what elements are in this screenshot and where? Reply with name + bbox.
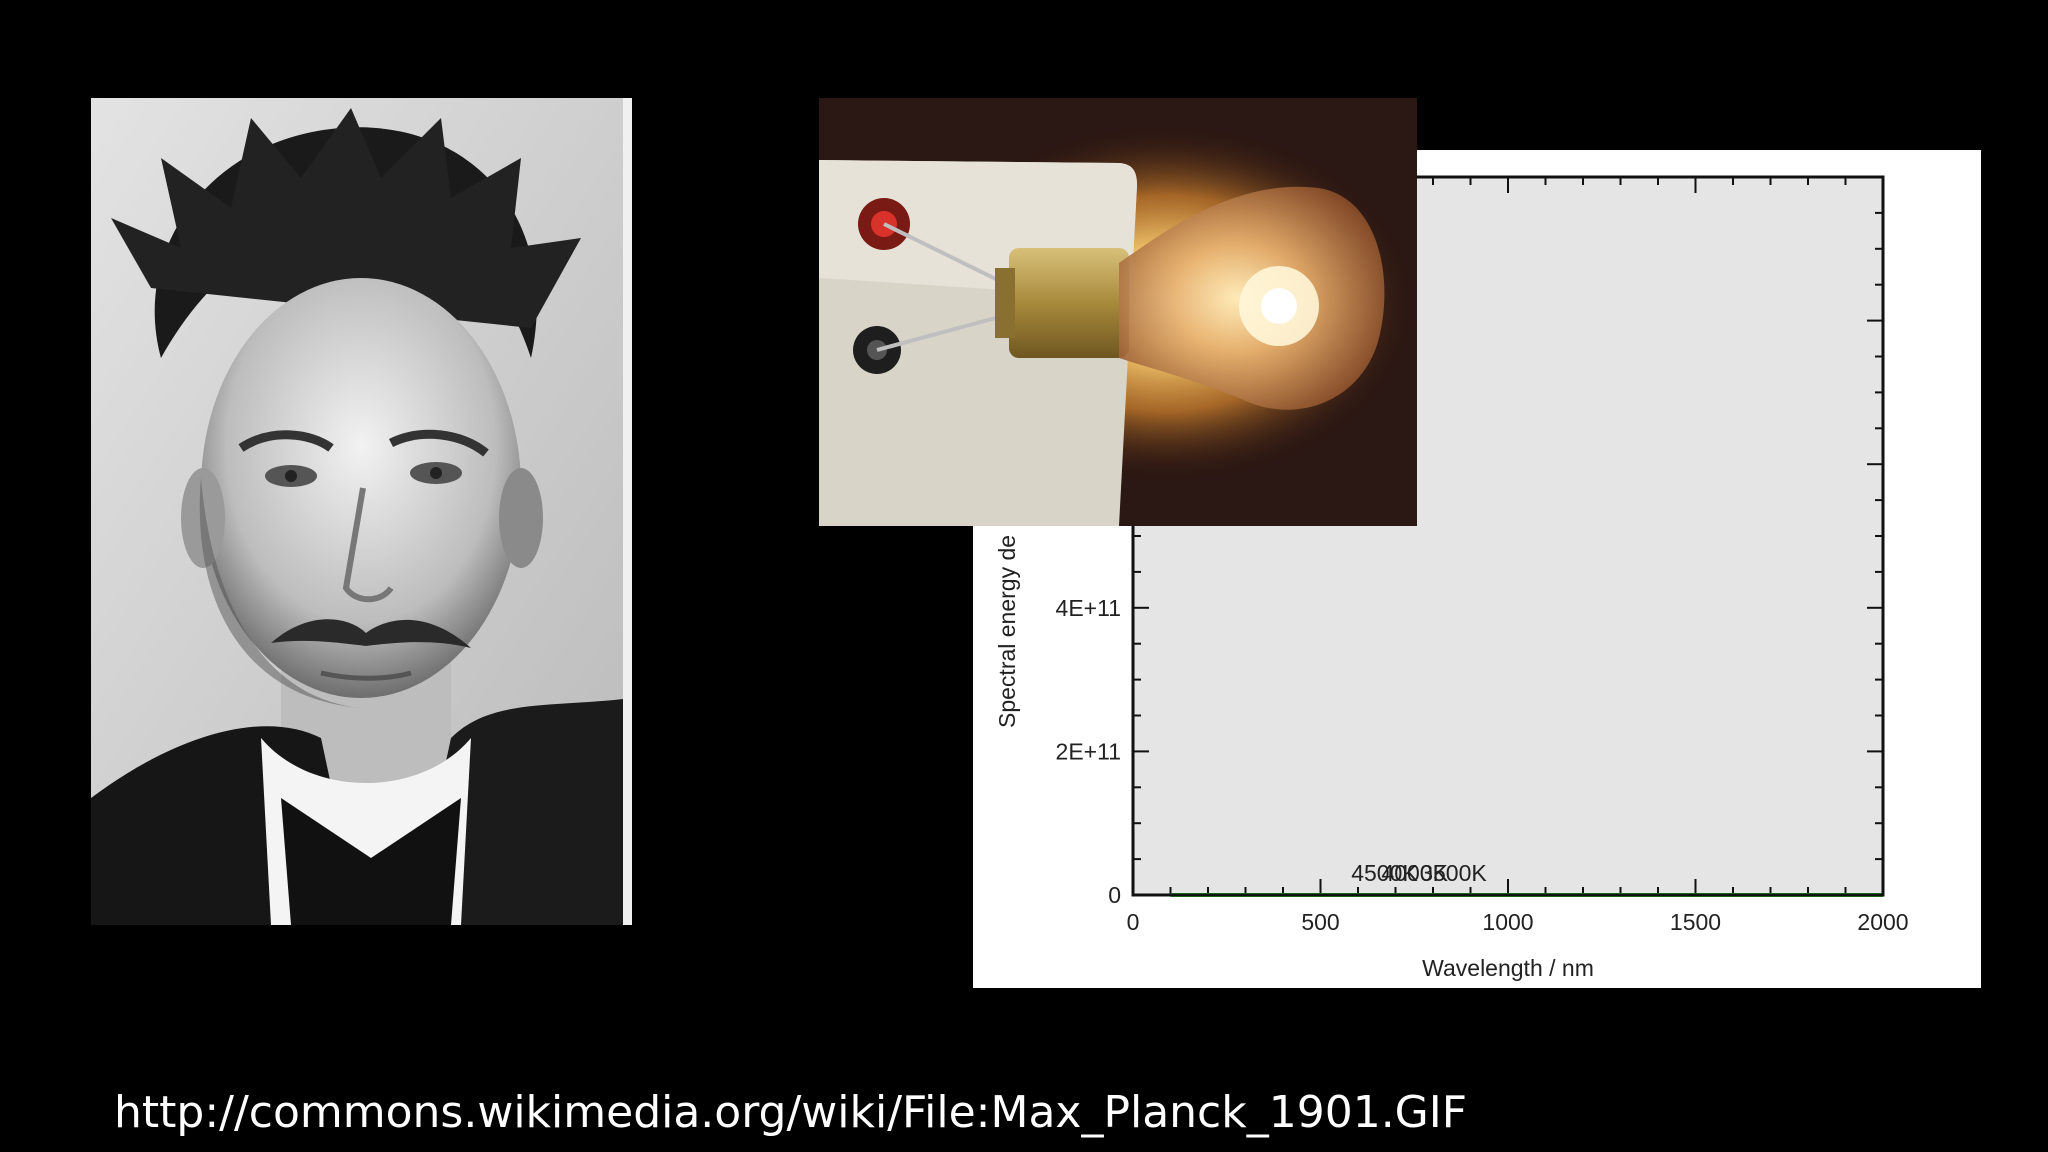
series-label-4500k: 4500K xyxy=(1351,860,1418,886)
x-tick-label: 2000 xyxy=(1857,909,1908,935)
y-tick-label: 4E+11 xyxy=(1056,595,1121,621)
y-tick-label: 2E+11 xyxy=(1056,738,1121,764)
y-tick-label: 0 xyxy=(1108,882,1121,908)
plot-frame xyxy=(1131,175,1885,897)
light-bulb-photo xyxy=(819,98,1417,526)
x-tick-label: 1500 xyxy=(1670,909,1721,935)
x-tick-label: 1000 xyxy=(1482,909,1533,935)
x-tick-label: 500 xyxy=(1301,909,1339,935)
series-label-3500k: 3500K xyxy=(1420,860,1487,886)
series-label-4000k: 4000K xyxy=(1381,860,1448,886)
x-axis-label: Wavelength / nm xyxy=(1422,955,1594,981)
light-bulb-illustration xyxy=(819,98,1417,526)
portrait-photo xyxy=(91,98,632,925)
x-tick-label: 0 xyxy=(1127,909,1140,935)
tick-labels-group: 0 500 1000 1500 2000 0 2E+11 4E+11 xyxy=(1056,595,1909,935)
portrait-illustration xyxy=(91,98,632,925)
y-axis-label: Spectral energy de xyxy=(994,535,1020,728)
source-url-caption: http://commons.wikimedia.org/wiki/File:M… xyxy=(114,1087,1468,1138)
